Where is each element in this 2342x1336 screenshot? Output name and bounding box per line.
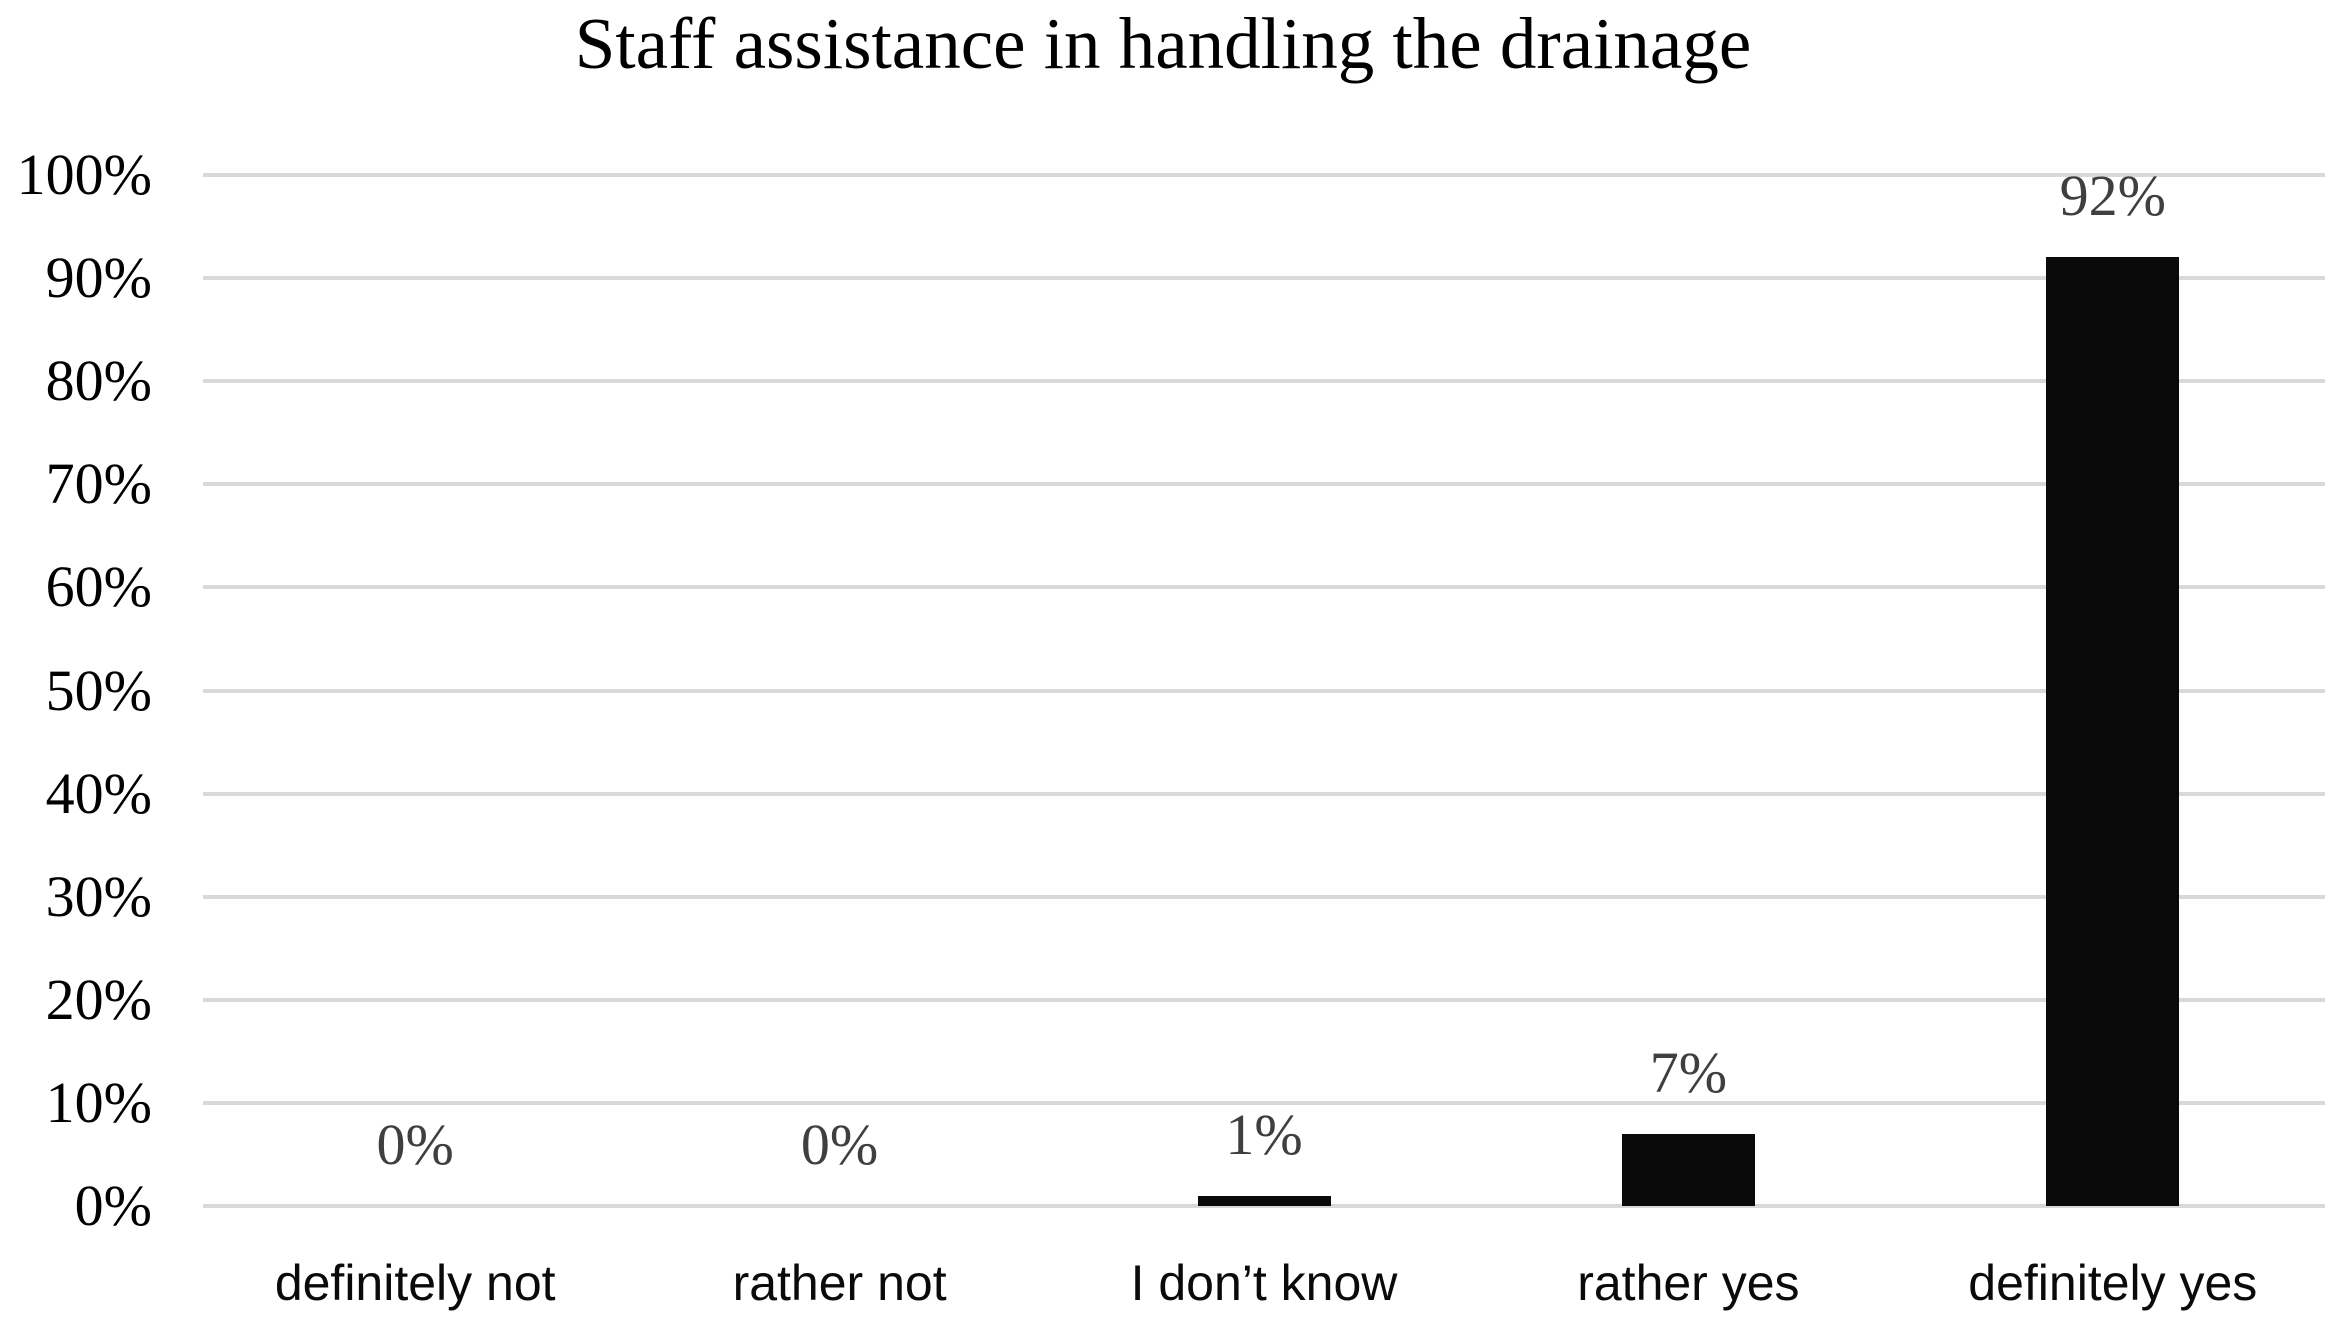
gridline: [203, 173, 2325, 177]
y-tick-label: 80%: [45, 348, 152, 414]
bar-value-label-definitely-not: 0%: [376, 1112, 454, 1177]
x-category-label-rather-not: rather not: [732, 1255, 947, 1311]
gridline: [203, 791, 2325, 796]
y-tick-label: 90%: [45, 245, 152, 311]
gridline: [203, 1204, 2325, 1208]
x-category-label-definitely-not: definitely not: [274, 1255, 556, 1311]
gridline: [203, 482, 2325, 487]
y-tick-label: 60%: [45, 554, 152, 620]
y-tick-label: 50%: [45, 657, 152, 723]
y-tick-label: 20%: [45, 966, 152, 1032]
gridline: [203, 585, 2325, 590]
gridline: [203, 688, 2325, 693]
y-tick-label: 100%: [16, 142, 152, 207]
gridline: [203, 276, 2325, 281]
x-category-label-rather-yes: rather yes: [1577, 1255, 1800, 1311]
y-tick-label: 70%: [45, 451, 152, 517]
gridline: [203, 1100, 2325, 1105]
x-category-label-i-don-t-know: I don’t know: [1130, 1255, 1398, 1311]
y-tick-label: 40%: [45, 760, 152, 826]
chart-title: Staff assistance in handling the drainag…: [574, 3, 1752, 84]
bar-value-label-i-don-t-know: 1%: [1225, 1101, 1303, 1167]
gridline: [203, 894, 2325, 899]
gridline: [203, 379, 2325, 384]
x-category-label-definitely-yes: definitely yes: [1968, 1255, 2258, 1311]
bar-value-label-rather-not: 0%: [800, 1112, 879, 1177]
gridline: [203, 997, 2325, 1002]
bar-definitely-yes: [2046, 257, 2180, 1206]
bar-value-label-definitely-yes: 92%: [2059, 163, 2166, 229]
y-tick-label: 10%: [45, 1069, 152, 1135]
y-tick-label: 30%: [45, 863, 152, 929]
plot-area: 0% 0% 1% 7% 92%: [203, 165, 2325, 1208]
bar-value-label-rather-yes: 7%: [1649, 1039, 1728, 1105]
bar-i-don-t-know: [1197, 1195, 1331, 1206]
bar-rather-yes: [1621, 1133, 1755, 1206]
y-tick-label: 0%: [74, 1173, 152, 1238]
